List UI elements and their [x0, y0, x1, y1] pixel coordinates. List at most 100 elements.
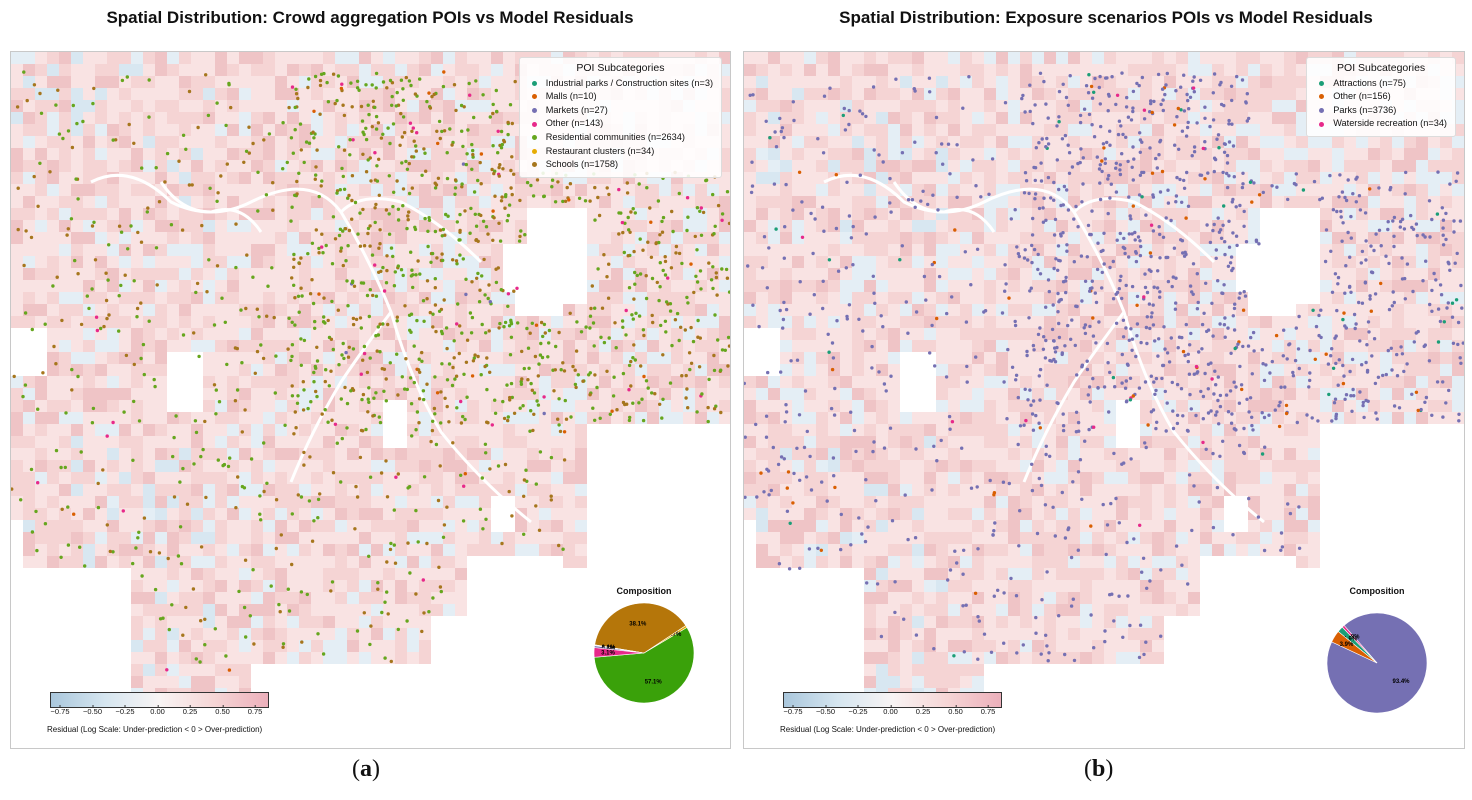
residual-cell — [95, 292, 107, 304]
residual-cell — [852, 100, 864, 112]
poi-point — [308, 455, 312, 459]
residual-cell — [191, 304, 203, 316]
residual-cell — [395, 592, 407, 604]
residual-cell — [960, 124, 972, 136]
poi-point — [562, 458, 567, 462]
residual-cell — [996, 160, 1008, 172]
poi-point — [522, 366, 526, 371]
residual-cell — [479, 508, 491, 520]
residual-cell — [1188, 112, 1200, 124]
poi-point — [485, 356, 489, 360]
residual-cell — [852, 232, 864, 244]
residual-cell — [203, 676, 215, 688]
poi-point — [458, 238, 462, 242]
poi-point — [635, 273, 639, 278]
poi-point — [421, 578, 425, 582]
residual-cell — [83, 532, 95, 544]
poi-point — [396, 264, 400, 268]
residual-cell — [503, 160, 515, 172]
residual-cell — [491, 268, 503, 280]
poi-point — [565, 185, 569, 190]
residual-cell — [1332, 220, 1344, 232]
residual-cell — [323, 616, 335, 628]
poi-point — [588, 314, 593, 318]
residual-cell — [1308, 184, 1320, 196]
residual-cell — [527, 376, 539, 388]
residual-cell — [287, 412, 299, 424]
legend-title: POI Subcategories — [576, 62, 665, 74]
residual-cell — [924, 160, 936, 172]
poi-point — [213, 627, 217, 631]
residual-cell — [227, 364, 239, 376]
residual-cell — [107, 484, 119, 496]
residual-cell — [263, 352, 275, 364]
residual-cell — [119, 136, 131, 148]
residual-cell — [191, 76, 203, 88]
residual-cell — [347, 172, 359, 184]
residual-cell — [299, 196, 311, 208]
poi-point — [623, 402, 627, 407]
residual-cell — [575, 316, 587, 328]
residual-cell — [71, 220, 83, 232]
residual-cell — [323, 628, 335, 640]
residual-cell — [707, 340, 719, 352]
poi-point — [315, 345, 319, 349]
residual-cell — [371, 508, 383, 520]
residual-cell — [768, 148, 780, 160]
residual-cell — [347, 376, 359, 388]
residual-cell — [1140, 184, 1152, 196]
poi-point — [361, 152, 365, 156]
poi-point — [293, 296, 297, 300]
residual-cell — [359, 52, 371, 64]
residual-cell — [695, 292, 707, 304]
residual-cell — [251, 412, 263, 424]
residual-cell — [551, 496, 563, 508]
poi-point — [351, 322, 356, 327]
poi-point — [455, 262, 459, 266]
poi-point — [389, 541, 393, 546]
residual-cell — [431, 496, 443, 508]
poi-point — [300, 640, 304, 644]
residual-cell — [623, 364, 635, 376]
residual-cell — [179, 484, 191, 496]
poi-point — [106, 278, 110, 282]
poi-point — [478, 507, 483, 511]
residual-cell — [179, 568, 191, 580]
residual-cell — [83, 160, 95, 172]
residual-cell — [203, 172, 215, 184]
residual-cell — [611, 376, 623, 388]
residual-cell — [1380, 148, 1392, 160]
residual-cell — [1308, 148, 1320, 160]
residual-cell — [455, 304, 467, 316]
poi-point — [349, 389, 353, 393]
residual-cell — [203, 244, 215, 256]
poi-point — [561, 361, 565, 365]
residual-cell — [155, 328, 167, 340]
residual-cell — [179, 676, 191, 688]
residual-cell — [11, 256, 23, 268]
residual-cell — [647, 388, 659, 400]
residual-cell — [227, 652, 239, 664]
poi-point — [281, 642, 286, 646]
poi-point — [657, 240, 661, 245]
poi-point — [372, 396, 376, 400]
residual-cell — [359, 304, 371, 316]
poi-point — [326, 318, 330, 323]
residual-cell — [203, 400, 215, 412]
residual-cell — [455, 148, 467, 160]
residual-cell — [47, 352, 59, 364]
residual-cell — [395, 376, 407, 388]
poi-point — [376, 581, 380, 585]
poi-point — [34, 509, 38, 514]
residual-cell — [11, 436, 23, 448]
poi-point — [567, 198, 571, 202]
residual-cell — [371, 568, 383, 580]
residual-cell — [191, 592, 203, 604]
residual-cell — [215, 508, 227, 520]
residual-cell — [1140, 232, 1152, 244]
residual-cell — [107, 112, 119, 124]
residual-cell — [179, 340, 191, 352]
poi-point — [607, 192, 611, 197]
residual-cell — [599, 232, 611, 244]
residual-cell — [683, 196, 695, 208]
